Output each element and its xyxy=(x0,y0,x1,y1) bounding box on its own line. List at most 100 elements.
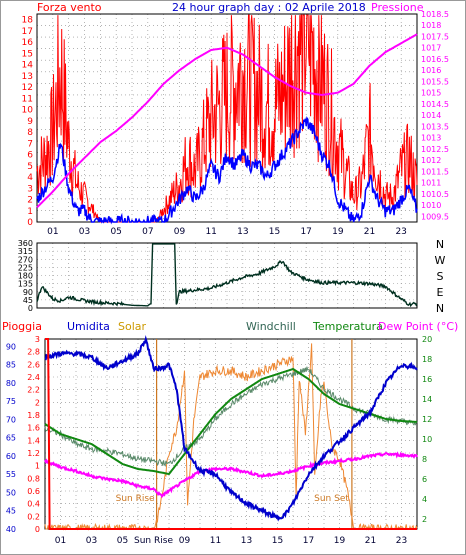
wind-axis-label: Forza vento xyxy=(37,1,102,14)
rain-series xyxy=(45,338,417,530)
pressure-y-tick-label: 1013.5 xyxy=(421,122,449,131)
pressure-y-tick-label: 1017 xyxy=(421,44,441,53)
humidity-y-tick-label: 45 xyxy=(6,507,16,516)
temperature-y-tick-label: 6 xyxy=(422,475,427,484)
pressure-series xyxy=(36,33,418,209)
pressure-y-tick-label: 1011 xyxy=(421,179,441,188)
direction-y-tick-label: 90 xyxy=(23,288,33,297)
pressure-y-tick-label: 1017.5 xyxy=(421,32,449,41)
x-tick-label: 19 xyxy=(332,227,344,237)
x-tick-label: 17 xyxy=(300,227,311,237)
humidity-y-tick-label: 85 xyxy=(6,361,16,370)
pressure-y-tick-label: 1011.5 xyxy=(421,167,449,176)
rain-y-tick-label: 2.4 xyxy=(27,373,40,382)
x-tick-label: 21 xyxy=(365,536,376,546)
pressure-y-tick-label: 1015.5 xyxy=(421,77,449,86)
pressure-y-tick-label: 1014.5 xyxy=(421,100,449,109)
compass-label: N xyxy=(436,238,444,251)
x-tick-label: 13 xyxy=(237,227,248,237)
compass-label: W xyxy=(435,254,446,267)
compass-label: E xyxy=(437,286,444,299)
x-tick-label: 15 xyxy=(269,227,280,237)
sun-set-label: Sun Set xyxy=(314,494,349,504)
x-tick-label: 11 xyxy=(205,227,216,237)
humidity-y-tick-label: 65 xyxy=(6,434,16,443)
pressure-y-tick-label: 1010 xyxy=(421,201,441,210)
rain-y-tick-label: 2 xyxy=(35,398,40,407)
legend-rain: Pioggia xyxy=(2,320,42,333)
legend-dewpoint: Dew Point (°C) xyxy=(378,320,458,333)
x-tick-label: 21 xyxy=(364,227,375,237)
x-tick-label: 11 xyxy=(210,536,221,546)
sun-rise-label: Sun Rise xyxy=(116,494,155,504)
rain-y-tick-label: 1.6 xyxy=(27,424,40,433)
pressure-y-tick-label: 1013 xyxy=(421,134,441,143)
legend-windchill: Windchill xyxy=(246,320,296,333)
temperature-y-tick-label: 12 xyxy=(422,415,432,424)
compass-label: N xyxy=(436,302,444,315)
direction-y-tick-label: 45 xyxy=(23,296,33,305)
pressure-y-tick-label: 1012 xyxy=(421,156,441,165)
x-tick-label: 01 xyxy=(55,536,66,546)
legend-solar: Solar xyxy=(118,320,147,333)
wind-direction-series xyxy=(36,243,418,308)
direction-plot-border xyxy=(36,242,418,309)
direction-y-tick-label: 135 xyxy=(18,280,33,289)
windchill-series xyxy=(44,366,418,468)
pressure-y-tick-label: 1016.5 xyxy=(421,55,449,64)
rain-y-tick-label: 0.4 xyxy=(27,500,40,509)
legend-temperature: Temperatura xyxy=(312,320,383,333)
rain-y-tick-label: 1.2 xyxy=(27,449,40,458)
temperature-y-tick-label: 10 xyxy=(422,435,432,444)
x-tick-label: 05 xyxy=(117,536,128,546)
x-tick-label: 09 xyxy=(174,227,186,237)
wind-y-tick-label: 2 xyxy=(27,196,33,206)
rain-y-tick-label: 1 xyxy=(35,462,40,471)
rain-y-tick-label: 2.2 xyxy=(27,386,40,395)
x-tick-label: Sun Rise xyxy=(134,536,173,546)
legend-humidity: Umidita xyxy=(67,320,110,333)
wind-y-tick-label: 11 xyxy=(22,94,33,104)
pressure-y-tick-label: 1018 xyxy=(421,21,441,30)
x-tick-label: 01 xyxy=(47,227,58,237)
wind-y-tick-label: 16 xyxy=(22,38,34,48)
x-tick-label: 05 xyxy=(110,227,121,237)
pressure-y-tick-label: 1009.5 xyxy=(421,212,449,221)
humidity-y-tick-label: 70 xyxy=(6,415,16,424)
wind-y-tick-label: 15 xyxy=(22,49,33,59)
humidity-y-tick-label: 55 xyxy=(6,470,16,479)
wind-average-series xyxy=(36,116,418,225)
humidity-series xyxy=(44,335,418,522)
wind-y-tick-label: 17 xyxy=(22,27,33,37)
rain-y-tick-label: 3 xyxy=(35,335,40,344)
humidity-y-tick-label: 80 xyxy=(6,379,16,388)
x-tick-label: 23 xyxy=(396,536,407,546)
temperature-y-tick-label: 8 xyxy=(422,455,427,464)
x-tick-label: 15 xyxy=(272,536,283,546)
rain-y-tick-label: 2.6 xyxy=(27,360,40,369)
temperature-y-tick-label: 16 xyxy=(422,375,432,384)
rain-y-tick-label: 1.8 xyxy=(27,411,40,420)
pressure-y-tick-label: 1016 xyxy=(421,66,441,75)
humidity-y-tick-label: 75 xyxy=(6,397,16,406)
rain-y-tick-label: 0.6 xyxy=(27,487,40,496)
wind-y-tick-label: 13 xyxy=(22,72,33,82)
direction-y-tick-label: 315 xyxy=(18,247,33,256)
dewpoint-series xyxy=(44,451,418,499)
pressure-y-tick-label: 1015 xyxy=(421,89,441,98)
pressure-y-tick-label: 1018.5 xyxy=(421,10,449,19)
direction-y-tick-label: 225 xyxy=(18,263,33,272)
x-tick-label: 19 xyxy=(334,536,346,546)
pressure-y-tick-label: 1010.5 xyxy=(421,190,449,199)
x-tick-label: 23 xyxy=(395,227,406,237)
x-tick-label: 03 xyxy=(79,227,90,237)
rain-y-tick-label: 0.8 xyxy=(27,474,40,483)
pressure-y-tick-label: 1012.5 xyxy=(421,145,449,154)
direction-y-tick-label: 180 xyxy=(18,272,33,281)
rain-y-tick-label: 0 xyxy=(35,525,40,534)
wind-y-tick-label: 0 xyxy=(27,218,33,228)
direction-y-tick-label: 0 xyxy=(28,304,33,313)
wind-y-tick-label: 3 xyxy=(27,184,33,194)
